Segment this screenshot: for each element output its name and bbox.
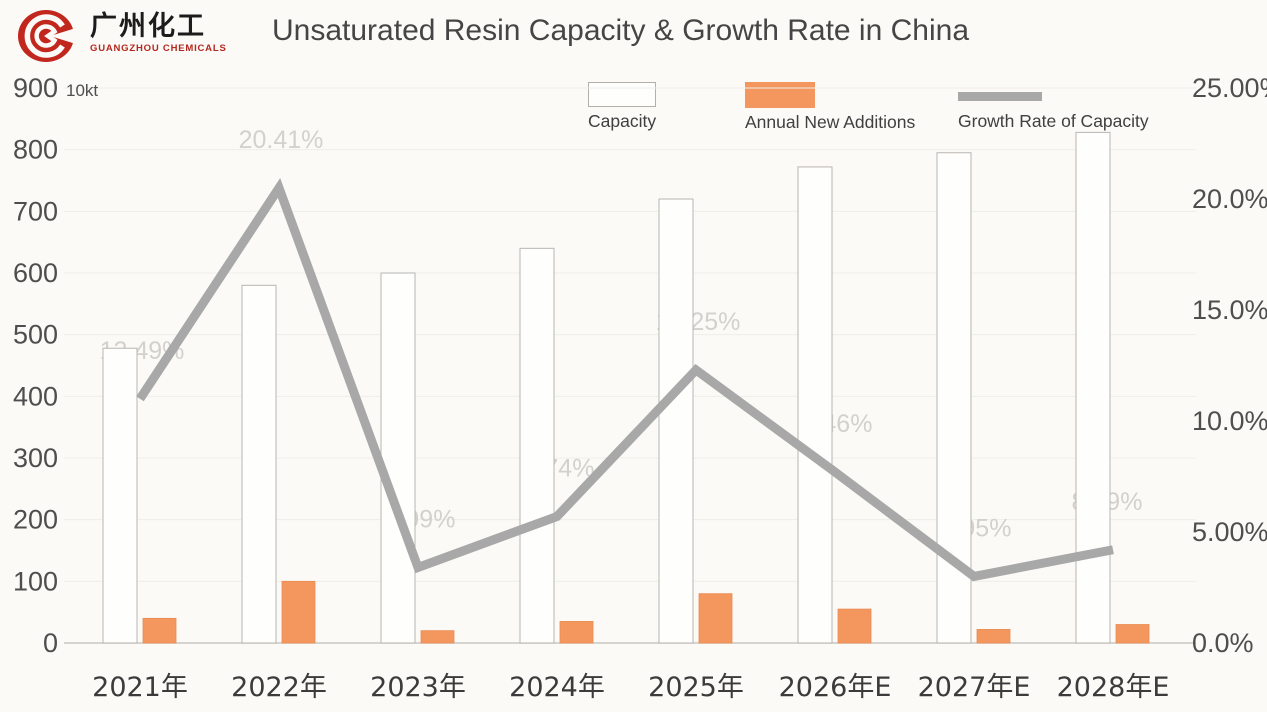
- left-axis-tick: 400: [13, 381, 58, 411]
- annual-additions-bar: [837, 608, 872, 644]
- capacity-bar: [241, 284, 277, 644]
- legend-label: Capacity: [588, 111, 657, 131]
- capacity-bar: [658, 198, 694, 644]
- chart-title: Unsaturated Resin Capacity & Growth Rate…: [272, 14, 970, 47]
- capacity-bar: [1075, 131, 1111, 644]
- annual-additions-bar: [559, 621, 594, 644]
- left-axis-tick: 300: [13, 443, 58, 473]
- left-axis-tick: 100: [13, 566, 58, 596]
- left-axis-tick: 800: [13, 135, 58, 165]
- right-axis-tick: 0.0%: [1192, 628, 1254, 658]
- annual-additions-bar: [142, 617, 177, 644]
- x-axis-label: 2028年E: [1057, 672, 1170, 703]
- annual-additions-bar: [420, 630, 455, 644]
- left-axis-tick: 500: [13, 320, 58, 350]
- outlined-bar-swatch-icon: [588, 82, 656, 107]
- left-axis-tick: 200: [13, 505, 58, 535]
- right-axis-tick: 20.0%: [1192, 184, 1267, 214]
- growth-rate-data-label: 20.41%: [239, 126, 324, 154]
- line-swatch-icon: [958, 92, 1042, 101]
- annual-additions-bar: [976, 629, 1011, 644]
- annual-additions-bar: [698, 593, 733, 644]
- legend-item-annual-new-additions: Annual New Additions: [745, 82, 915, 133]
- x-axis-label: 2024年: [509, 672, 605, 703]
- left-axis-unit: 10kt: [66, 81, 98, 100]
- legend-item-capacity: Capacity: [588, 82, 656, 132]
- left-axis-tick: 0: [43, 628, 58, 658]
- capacity-bar: [519, 247, 555, 644]
- x-axis-label: 2026年E: [779, 672, 892, 703]
- brand-name-chinese: 广州化工: [90, 11, 206, 42]
- growth-rate-line: [136, 177, 1114, 582]
- annual-additions-bar: [281, 580, 316, 644]
- legend-label: Growth Rate of Capacity: [958, 111, 1149, 131]
- x-axis-label: 2022年: [231, 672, 327, 703]
- x-axis-label: 2025年: [648, 672, 744, 703]
- x-axis-label: 2021年: [92, 672, 188, 703]
- x-axis-label: 2023年: [370, 672, 466, 703]
- legend-label: Annual New Additions: [745, 112, 916, 132]
- left-axis-tick: 900: [13, 73, 58, 103]
- x-axis-label: 2027年E: [918, 672, 1031, 703]
- right-axis-tick: 25.00%: [1192, 73, 1267, 103]
- capacity-bar: [380, 272, 416, 644]
- brand-name-english: GUANGZHOU CHEMICALS: [90, 43, 227, 55]
- bar-swatch-icon: [745, 82, 815, 108]
- right-axis-tick: 10.0%: [1192, 406, 1267, 436]
- left-axis-tick: 700: [13, 196, 58, 226]
- capacity-bar: [102, 347, 138, 644]
- right-axis-tick: 15.0%: [1192, 295, 1267, 325]
- guangzhou-chemicals-logo-icon: [18, 10, 76, 62]
- legend-item-growth-rate-of-capacity: Growth Rate of Capacity: [958, 82, 1149, 132]
- left-axis-tick: 600: [13, 258, 58, 288]
- brand-block: 广州化工 GUANGZHOU CHEMICALS: [8, 6, 227, 64]
- right-axis-tick: 5.00%: [1192, 517, 1267, 547]
- annual-additions-bar: [1115, 624, 1150, 644]
- capacity-bar: [797, 166, 833, 644]
